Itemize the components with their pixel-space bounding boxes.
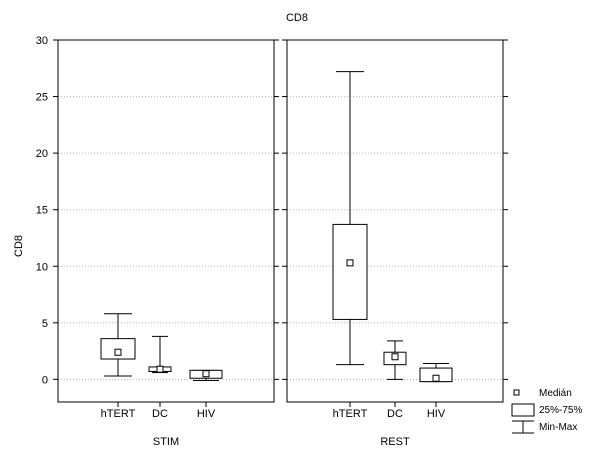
median-marker [114,348,122,356]
y-tick-label: 10 [36,261,48,273]
rest-gridlines [287,96,503,380]
box-stim-htert [100,313,136,377]
y-tick-label: 15 [36,205,48,217]
legend-median-label: Medián [539,388,572,399]
stim-boxes [100,313,223,382]
legend-whisker-marker [512,420,534,434]
box-rest-hiv [419,363,453,383]
iqr-box [332,223,368,320]
rest-boxes [332,71,453,383]
legend-box-label: 25%-75% [539,405,582,416]
y-tick-label: 5 [42,318,48,330]
legend-median-marker [513,389,520,396]
median-marker [391,353,399,361]
stim-x-ticks: hTERT DC HIV [101,402,216,420]
stim-plot-frame [57,39,275,403]
panel-stim: 0 5 10 15 20 25 30 hTERT DC HIV STIM [36,35,279,448]
x-tick-label: hTERT [101,408,136,420]
legend-box-marker [511,403,535,417]
y-axis-label: CD8 [13,235,25,257]
y-tick-label: 30 [36,35,48,47]
x-tick-label: DC [387,408,403,420]
panel-label-stim: STIM [153,436,179,448]
panel-rest: hTERT DC HIV REST [282,39,508,448]
stim-y-ticks: 0 5 10 15 20 25 30 [36,35,279,386]
box-stim-dc [148,335,172,374]
stim-gridlines [58,96,274,380]
median-marker [156,365,164,373]
box-stim-hiv [189,369,223,382]
rest-y-ticks [282,39,508,380]
median-marker [346,259,354,267]
y-tick-label: 25 [36,92,48,104]
y-tick-label: 0 [42,374,48,386]
box-rest-htert [332,71,368,366]
rest-x-ticks: hTERT DC HIV [333,402,446,420]
panel-label-rest: REST [380,436,410,448]
x-tick-label: hTERT [333,408,368,420]
median-marker [432,374,440,382]
x-tick-label: HIV [427,408,446,420]
y-tick-label: 20 [36,148,48,160]
legend-whisker-label: Min-Max [539,422,577,433]
median-marker [202,370,210,378]
box-rest-dc [383,340,407,380]
x-tick-label: HIV [197,408,216,420]
chart-title: CD8 [286,12,308,24]
legend: Medián 25%-75% Min-Max [511,388,582,434]
x-tick-label: DC [152,408,168,420]
